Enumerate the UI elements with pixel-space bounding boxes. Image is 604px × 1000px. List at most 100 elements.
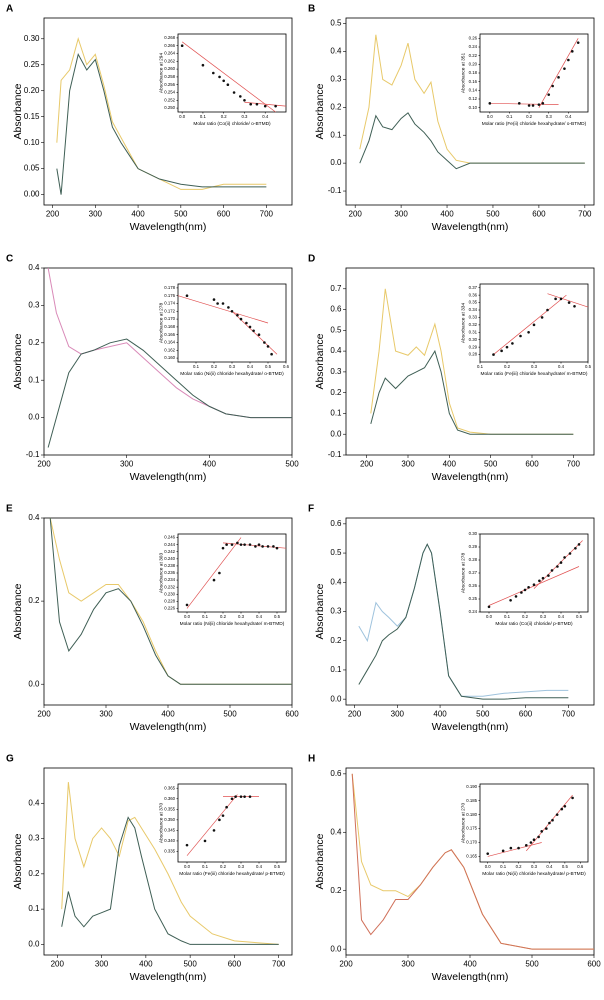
fit-line — [538, 38, 579, 108]
y-axis-label: Absorbance at 278 — [158, 303, 164, 344]
y-axis-label: Absorbance — [12, 333, 24, 389]
x-tick-label: 0.6 — [577, 864, 584, 869]
x-tick-label: 0.3 — [229, 364, 236, 369]
data-point — [232, 91, 236, 94]
x-axis-label: Molar ratio (Ni(ii) chloride hexahydrate… — [180, 371, 284, 377]
y-tick-label: 0.2 — [28, 338, 40, 347]
spectrum-line — [370, 349, 574, 435]
y-tick-label: 0.350 — [164, 817, 175, 822]
y-tick-label: 0.264 — [164, 51, 175, 56]
data-point — [221, 814, 225, 817]
x-tick-label: 0.6 — [283, 364, 290, 369]
x-tick-label: 600 — [228, 960, 242, 969]
y-tick-label: 0.172 — [164, 308, 175, 313]
plot-frame — [43, 767, 293, 956]
data-point — [236, 541, 239, 545]
data-point — [505, 345, 509, 349]
x-tick-label: 300 — [120, 460, 134, 469]
x-tick-label: 200 — [46, 210, 60, 219]
data-point — [212, 829, 216, 832]
x-tick-label: 200 — [339, 960, 353, 969]
y-tick-label: 0.30 — [469, 337, 478, 342]
y-tick-label: 0.266 — [164, 43, 175, 48]
y-tick-label: 0.37 — [469, 285, 478, 290]
x-tick-label: 200 — [37, 710, 51, 719]
data-point — [514, 595, 518, 598]
data-point — [532, 323, 536, 327]
y-tick-label: 0.240 — [164, 556, 175, 561]
y-tick-label: 0.252 — [164, 97, 175, 102]
y-tick-label: 0.12 — [469, 96, 478, 101]
x-tick-label: 0.0 — [184, 614, 191, 619]
y-tick-label: 0.35 — [469, 300, 478, 305]
y-tick-label: 0.246 — [164, 535, 175, 540]
x-tick-label: 500 — [174, 210, 188, 219]
y-axis-label: Absorbance at 303 — [158, 553, 164, 594]
data-point — [252, 329, 255, 333]
panel-label: G — [6, 754, 14, 765]
data-point — [212, 298, 216, 301]
spectrum-line — [351, 773, 594, 950]
data-point — [239, 795, 243, 798]
y-tick-label: 0.32 — [469, 322, 478, 327]
x-tick-label: 0.2 — [516, 864, 523, 869]
y-axis-label: Absorbance at 351 — [460, 53, 466, 94]
y-axis-label: Absorbance at 270 — [460, 803, 466, 844]
x-tick-label: 500 — [183, 960, 197, 969]
x-tick-label: 0.2 — [526, 114, 533, 119]
x-tick-label: 400 — [203, 460, 217, 469]
data-point — [249, 102, 252, 106]
y-axis-label: Absorbance at 370 — [158, 803, 164, 844]
y-tick-label: 0.190 — [466, 784, 477, 789]
data-point — [239, 543, 243, 546]
y-tick-label: 0.0 — [330, 429, 342, 438]
data-point — [248, 795, 252, 798]
y-tick-label: 0.4 — [28, 798, 40, 807]
y-tick-label: 0.30 — [469, 531, 478, 536]
x-tick-label: 500 — [525, 960, 539, 969]
y-tick-label: 0.34 — [469, 307, 478, 312]
data-point — [574, 547, 577, 550]
y-tick-label: 0.6 — [330, 519, 342, 528]
y-tick-label: 0.31 — [469, 329, 478, 334]
y-tick-label: 0.166 — [164, 332, 175, 337]
data-point — [266, 345, 270, 348]
x-tick-label: 0.2 — [211, 364, 218, 369]
data-point — [212, 578, 216, 582]
y-tick-label: 0.24 — [469, 44, 478, 49]
x-tick-label: 0.4 — [256, 864, 263, 869]
x-tick-label: 0.0 — [486, 614, 493, 619]
data-point — [487, 605, 491, 609]
x-tick-label: 400 — [440, 210, 454, 219]
y-tick-label: 0.4 — [28, 263, 40, 272]
x-tick-label: 700 — [272, 960, 286, 969]
x-tick-label: 0.5 — [562, 864, 569, 869]
data-point — [523, 588, 527, 592]
data-point — [573, 304, 576, 308]
y-tick-label: 0.10 — [24, 138, 40, 147]
data-point — [227, 306, 230, 309]
y-tick-label: 0.7 — [330, 284, 342, 293]
y-tick-label: 0.355 — [164, 806, 175, 811]
plot-frame — [345, 267, 595, 456]
data-point — [560, 807, 564, 811]
y-tick-label: 0.30 — [24, 34, 40, 43]
spectrum-line — [56, 52, 267, 195]
y-tick-label: 0.10 — [469, 105, 478, 110]
plot-frame — [345, 767, 595, 956]
y-axis-label: Absorbance at 278 — [460, 553, 466, 594]
y-tick-label: 0.4 — [330, 47, 342, 56]
x-tick-label: 600 — [519, 710, 533, 719]
y-tick-label: 0.160 — [164, 355, 175, 360]
data-point — [527, 104, 531, 107]
x-tick-label: 0.1 — [202, 614, 209, 619]
data-point — [555, 813, 559, 816]
data-point — [511, 342, 514, 345]
x-tick-label: 0.1 — [500, 864, 507, 869]
y-tick-label: 0.3 — [330, 75, 342, 84]
y-tick-label: 0.5 — [330, 325, 342, 334]
y-tick-label: 0.2 — [330, 636, 342, 645]
data-point — [548, 821, 551, 825]
y-axis-label: Absorbance — [314, 333, 326, 389]
y-tick-label: 0.164 — [164, 340, 175, 345]
